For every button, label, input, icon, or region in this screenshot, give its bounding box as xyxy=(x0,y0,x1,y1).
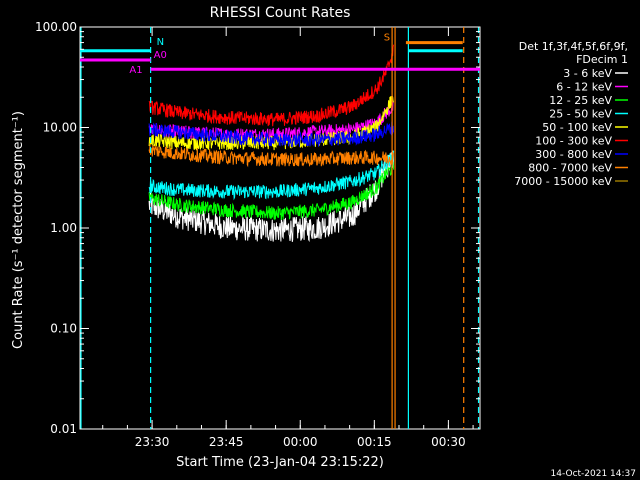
state-marker-label-2: A0 xyxy=(154,50,167,61)
legend-label-9: 7000 - 15000 keV xyxy=(514,175,612,188)
series-line-4 xyxy=(148,150,395,201)
series-line-6 xyxy=(148,44,395,127)
legend-label-7: 300 - 800 keV xyxy=(535,148,612,161)
y-tick-label-2: 10.00 xyxy=(43,121,77,135)
y-tick-label-5: 0.01 xyxy=(50,422,77,436)
state-marker-label-3: A1 xyxy=(129,65,142,76)
series-line-3 xyxy=(148,161,395,221)
x-axis-label: Start Time (23-Jan-04 23:15:22) xyxy=(176,455,384,470)
x-tick-label-3: 00:00 xyxy=(283,435,318,449)
chart-axes: 100.00 10.00 1.00 0.10 0.01 23:30 23:45 00:00 00… xyxy=(35,20,480,449)
legend-label-3: 12 - 25 keV xyxy=(549,94,612,107)
legend-label-6: 100 - 300 keV xyxy=(535,135,612,148)
legend: Det 1f,3f,4f,5f,6f,9f,FDecim 13 - 6 keV6… xyxy=(514,40,628,188)
legend-label-2: 6 - 12 keV xyxy=(556,81,612,94)
x-tick-label-4: 00:15 xyxy=(357,435,392,449)
state-marker-label-4: S xyxy=(384,33,390,44)
legend-label-1: 3 - 6 keV xyxy=(563,67,612,80)
legend-header-1: Det 1f,3f,4f,5f,6f,9f, xyxy=(519,40,628,53)
y-axis-label: Count Rate (s⁻¹ detector segment⁻¹) xyxy=(11,111,26,349)
chart-marks: N A0 A1 S xyxy=(80,27,480,429)
y-tick-label-3: 1.00 xyxy=(50,221,77,235)
x-tick-label-1: 23:30 xyxy=(135,435,170,449)
y-tick-label-4: 0.10 xyxy=(50,322,77,336)
series-line-7 xyxy=(148,121,395,148)
chart-title: RHESSI Count Rates xyxy=(210,5,351,21)
series-line-8 xyxy=(148,144,394,168)
series-line-1 xyxy=(148,150,395,243)
legend-label-5: 50 - 100 keV xyxy=(542,121,612,134)
footer-timestamp: 14-Oct-2021 14:37 xyxy=(551,469,636,479)
x-tick-label-2: 23:45 xyxy=(209,435,244,449)
x-tick-label-5: 00:30 xyxy=(431,435,466,449)
state-marker-label-1: N xyxy=(157,37,164,48)
legend-label-8: 800 - 7000 keV xyxy=(528,162,612,175)
legend-label-4: 25 - 50 keV xyxy=(549,108,612,121)
y-tick-label-1: 100.00 xyxy=(35,20,77,34)
legend-header-2: FDecim 1 xyxy=(576,53,628,66)
